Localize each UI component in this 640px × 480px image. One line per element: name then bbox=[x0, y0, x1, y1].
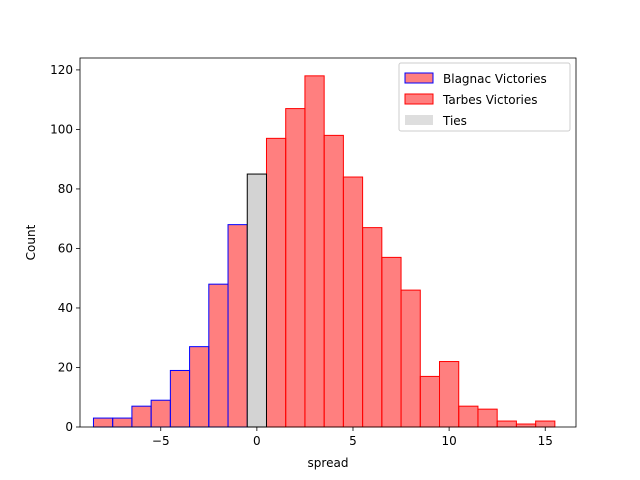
bars-layer bbox=[92, 75, 556, 428]
plot-frame bbox=[79, 57, 577, 428]
axes-layer: −5 0 5 10 15 0 20 40 60 80 100 120 spread Count bbox=[24, 57, 577, 470]
bar-blagnac-victories-5 bbox=[189, 346, 210, 428]
bar-tarbes-victories-4 bbox=[342, 176, 364, 428]
bar-tarbes-victories-2 bbox=[304, 75, 325, 428]
bar-tarbes-victories-8 bbox=[419, 375, 441, 428]
bar-tarbes-victories-0 bbox=[265, 137, 287, 428]
legend-swatch-tarbes-victories bbox=[404, 93, 434, 105]
y-tick-label: 40 bbox=[58, 301, 73, 315]
bar-tarbes-victories-10 bbox=[458, 405, 479, 428]
bar-tarbes-victories-14 bbox=[535, 420, 556, 428]
x-axis-label: spread bbox=[308, 456, 349, 470]
y-tick-label: 20 bbox=[58, 360, 73, 374]
x-tick-label: 10 bbox=[441, 434, 456, 448]
legend-label-tarbes-victories: Tarbes Victories bbox=[442, 93, 538, 107]
legend-box bbox=[398, 62, 571, 132]
legend-label-blagnac-victories: Blagnac Victories bbox=[443, 72, 547, 86]
x-tick-label: 5 bbox=[349, 434, 357, 448]
y-tick-label: 100 bbox=[50, 122, 73, 136]
bar-ties-0 bbox=[246, 173, 267, 428]
bar-tarbes-victories-13 bbox=[515, 423, 537, 428]
bar-tarbes-victories-6 bbox=[381, 256, 402, 428]
y-tick-label: 80 bbox=[58, 182, 73, 196]
bar-blagnac-victories-7 bbox=[227, 224, 248, 428]
bar-tarbes-victories-9 bbox=[439, 361, 460, 428]
bar-blagnac-victories-4 bbox=[169, 369, 191, 428]
y-tick-label: 120 bbox=[50, 63, 73, 77]
bar-blagnac-victories-2 bbox=[131, 405, 152, 428]
y-tick-label: 0 bbox=[65, 420, 73, 434]
bar-tarbes-victories-1 bbox=[285, 108, 306, 428]
bar-blagnac-victories-3 bbox=[150, 399, 171, 428]
legend-swatch-ties bbox=[405, 115, 433, 125]
legend: Blagnac Victories Tarbes Victories Ties bbox=[398, 62, 571, 132]
y-tick-label: 60 bbox=[58, 241, 73, 255]
bar-tarbes-victories-12 bbox=[496, 420, 517, 428]
bar-tarbes-victories-11 bbox=[477, 408, 498, 428]
bar-blagnac-victories-0 bbox=[92, 417, 114, 428]
bar-blagnac-victories-1 bbox=[112, 417, 133, 428]
x-tick-label: 15 bbox=[538, 434, 553, 448]
x-tick-label: 0 bbox=[253, 434, 261, 448]
bar-tarbes-victories-3 bbox=[323, 134, 344, 428]
y-axis-label: Count bbox=[24, 224, 38, 260]
bar-tarbes-victories-7 bbox=[400, 289, 421, 428]
bar-blagnac-victories-6 bbox=[208, 283, 229, 428]
x-tick-label: −5 bbox=[152, 434, 170, 448]
bar-tarbes-victories-5 bbox=[362, 227, 383, 428]
legend-label-ties: Ties bbox=[442, 114, 467, 128]
legend-swatch-blagnac-victories bbox=[404, 72, 434, 84]
